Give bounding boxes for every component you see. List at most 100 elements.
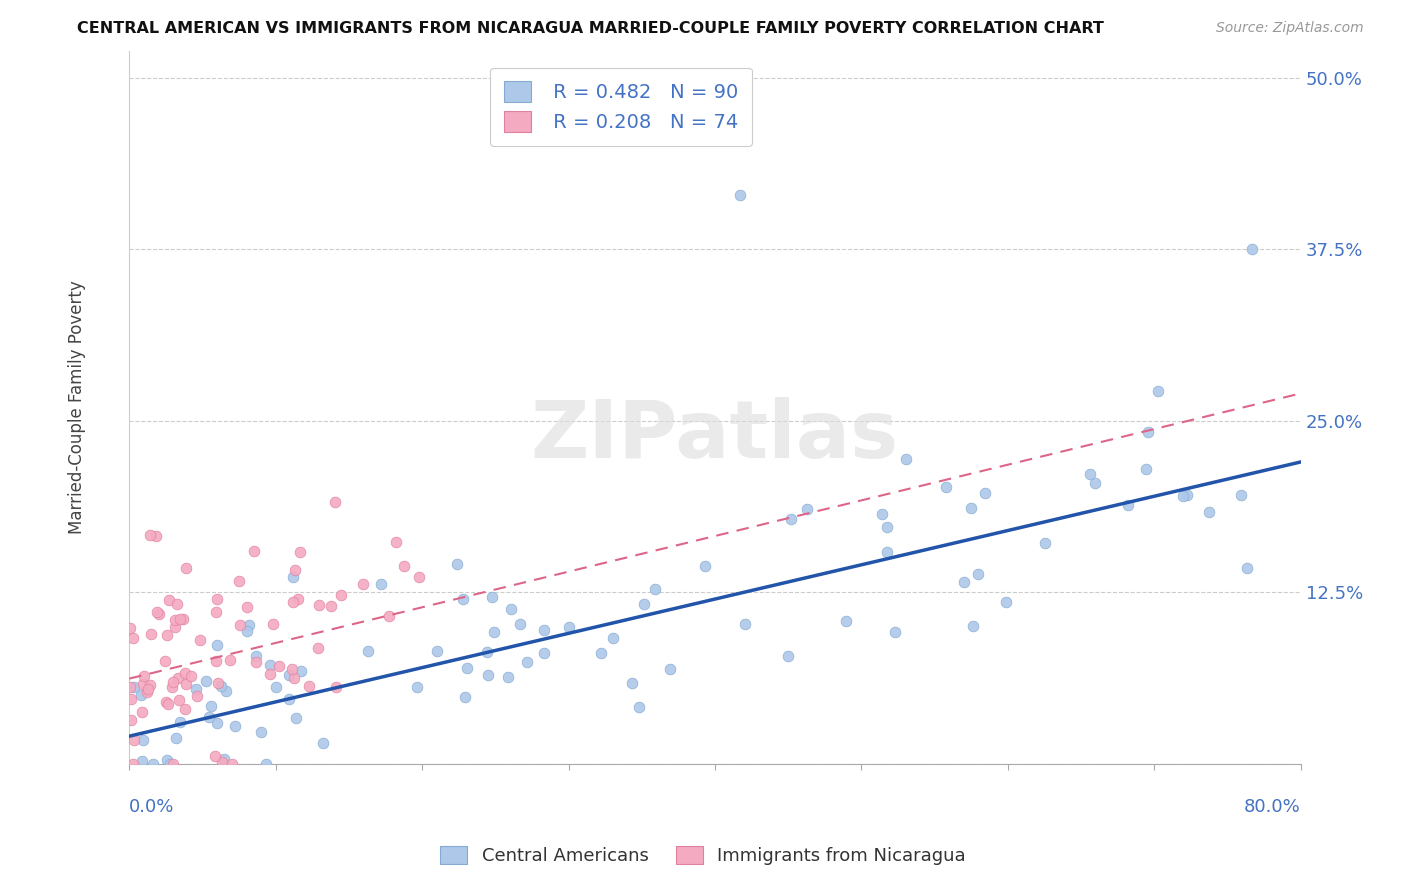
Point [229, 618, 252, 632]
Point [1198, 505, 1220, 519]
Legend:  R = 0.482   N = 90,  R = 0.208   N = 74: R = 0.482 N = 90, R = 0.208 N = 74 [491, 68, 752, 146]
Point [281, 595, 304, 609]
Point [426, 643, 449, 657]
Point [558, 620, 581, 634]
Point [960, 500, 983, 515]
Point [728, 187, 751, 202]
Point [205, 591, 228, 606]
Point [644, 582, 666, 596]
Point [205, 605, 228, 619]
Point [157, 592, 180, 607]
Point [446, 558, 468, 572]
Point [204, 748, 226, 763]
Point [214, 684, 236, 698]
Point [1175, 488, 1198, 502]
Point [250, 724, 273, 739]
Point [172, 612, 194, 626]
Point [156, 628, 179, 642]
Point [165, 731, 187, 745]
Point [205, 638, 228, 652]
Point [456, 661, 478, 675]
Point [352, 577, 374, 591]
Point [173, 702, 195, 716]
Point [966, 566, 988, 581]
Point [146, 606, 169, 620]
Point [245, 649, 267, 664]
Point [207, 715, 229, 730]
Point [1136, 425, 1159, 440]
Point [200, 698, 222, 713]
Point [378, 608, 401, 623]
Point [357, 644, 380, 658]
Point [323, 495, 346, 509]
Point [406, 680, 429, 694]
Point [266, 681, 288, 695]
Point [394, 558, 416, 573]
Point [658, 662, 681, 676]
Point [221, 756, 243, 771]
Point [122, 680, 145, 694]
Point [163, 613, 186, 627]
Point [835, 614, 858, 628]
Point [188, 632, 211, 647]
Point [138, 678, 160, 692]
Point [589, 646, 612, 660]
Point [1229, 488, 1251, 502]
Point [281, 569, 304, 583]
Point [148, 607, 170, 622]
Point [169, 714, 191, 729]
Point [169, 611, 191, 625]
Point [186, 689, 208, 703]
Point [180, 669, 202, 683]
Point [224, 719, 246, 733]
Point [307, 641, 329, 656]
Point [1147, 384, 1170, 398]
Point [477, 645, 499, 659]
Point [162, 756, 184, 771]
Point [219, 653, 242, 667]
Point [160, 681, 183, 695]
Point [134, 669, 156, 683]
Point [153, 654, 176, 668]
Point [236, 624, 259, 638]
Point [780, 511, 803, 525]
Point [242, 543, 264, 558]
Point [174, 666, 197, 681]
Point [197, 710, 219, 724]
Point [120, 692, 142, 706]
Point [290, 664, 312, 678]
Point [139, 626, 162, 640]
Point [298, 679, 321, 693]
Point [169, 693, 191, 707]
Point [207, 676, 229, 690]
Point [451, 591, 474, 606]
Point [796, 501, 818, 516]
Text: Married-Couple Family Poverty: Married-Couple Family Poverty [67, 280, 86, 534]
Point [953, 575, 976, 590]
Point [876, 519, 898, 533]
Point [516, 655, 538, 669]
Point [166, 671, 188, 685]
Point [290, 545, 312, 559]
Point [994, 595, 1017, 609]
Point [734, 616, 756, 631]
Point [1080, 467, 1102, 481]
Point [131, 733, 153, 747]
Point [312, 736, 335, 750]
Point [283, 671, 305, 685]
Point [118, 680, 141, 694]
Point [163, 620, 186, 634]
Point [278, 692, 301, 706]
Point [211, 755, 233, 769]
Point [142, 756, 165, 771]
Point [284, 563, 307, 577]
Point [156, 698, 179, 712]
Point [287, 591, 309, 606]
Point [139, 528, 162, 542]
Point [155, 695, 177, 709]
Point [259, 657, 281, 672]
Point [776, 649, 799, 664]
Point [174, 561, 197, 575]
Point [935, 480, 957, 494]
Point [408, 570, 430, 584]
